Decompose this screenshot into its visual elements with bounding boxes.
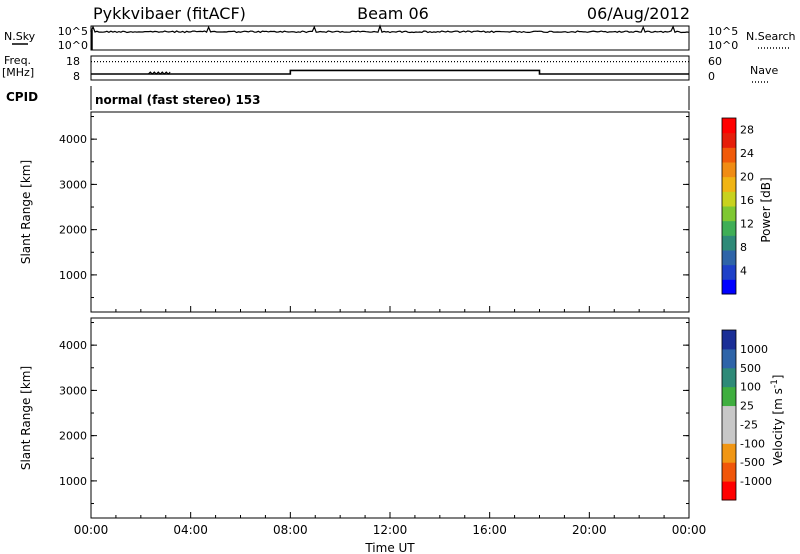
noise-panel-frame xyxy=(90,25,690,51)
freq-unit-label: [MHz] xyxy=(2,66,34,79)
freq-line xyxy=(91,69,689,75)
freq-left-tick-bottom: 8 xyxy=(73,70,80,83)
freq-panel-frame xyxy=(90,55,690,81)
beam-label: Beam 06 xyxy=(357,4,429,23)
nsky-label: N.Sky xyxy=(4,30,36,43)
freq-right-tick-top: 60 xyxy=(708,55,722,68)
noise-line xyxy=(90,24,690,34)
cpid-label: CPID xyxy=(6,90,38,104)
freq-jitter xyxy=(147,71,171,75)
freq-right-tick-bottom: 0 xyxy=(708,70,715,83)
noise-left-tick-top: 10^5 xyxy=(58,25,88,38)
date-label: 06/Aug/2012 xyxy=(587,4,690,23)
noise-series xyxy=(90,24,690,50)
noise-right-tick-bottom: 10^0 xyxy=(708,39,738,52)
nave-label: Nave xyxy=(750,64,778,77)
noise-left-tick-bottom: 10^0 xyxy=(58,39,88,52)
chart-title: Pykkvibaer (fitACF) xyxy=(93,4,246,23)
freq-left-tick-top: 18 xyxy=(66,55,80,68)
noise-right-tick-top: 10^5 xyxy=(708,25,738,38)
freq-series xyxy=(91,60,689,75)
nsearch-label: N.Search xyxy=(746,30,796,43)
freq-label: Freq. xyxy=(4,54,31,67)
cpid-text: normal (fast stereo) 153 xyxy=(95,93,261,107)
